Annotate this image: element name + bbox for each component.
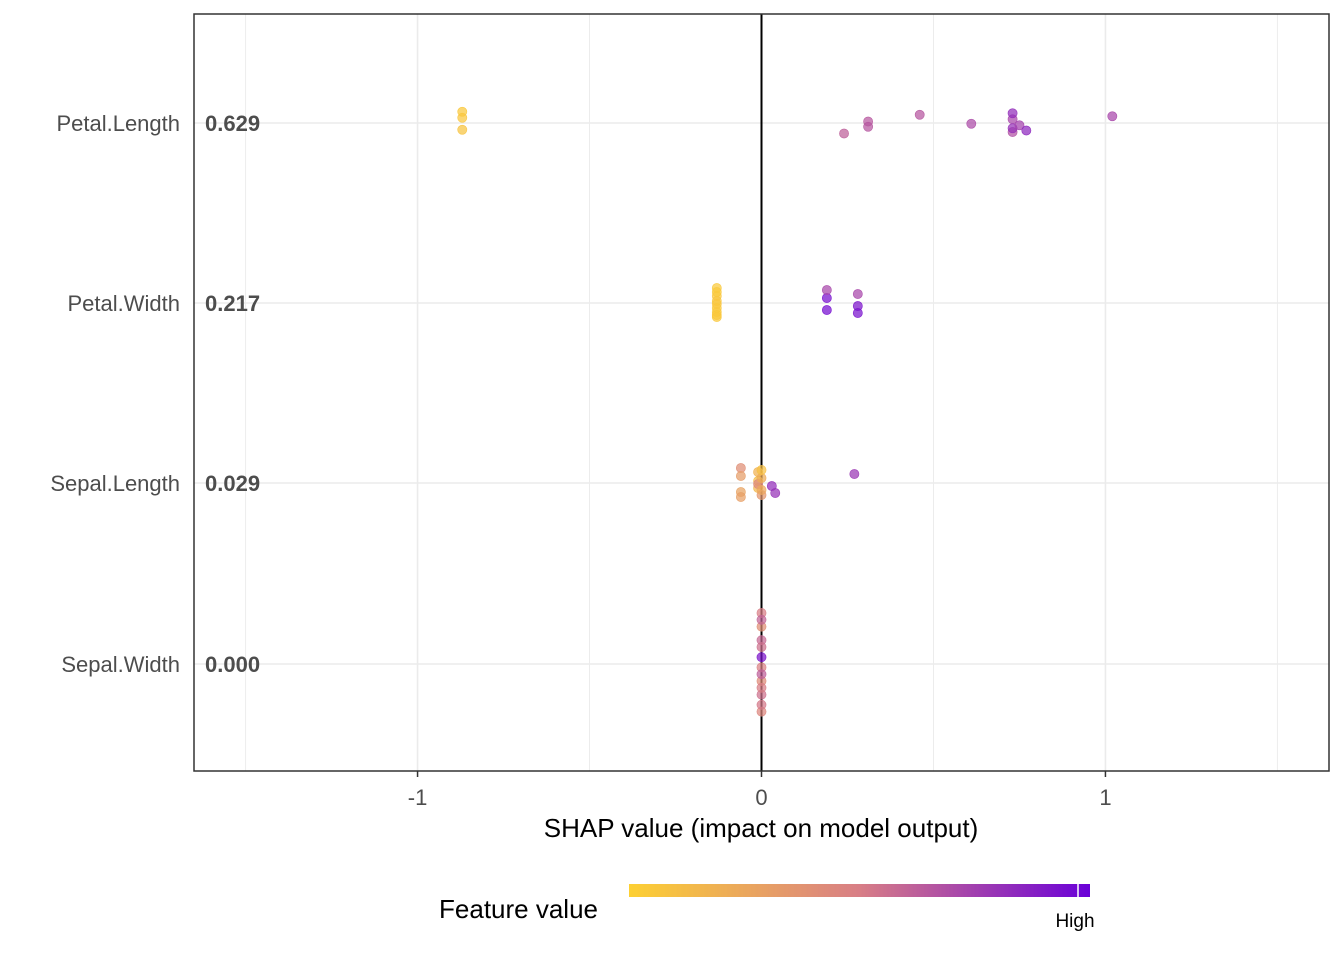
- shap-point: [756, 642, 767, 652]
- x-tick-label: -1: [408, 785, 428, 810]
- feature-name-label: Sepal.Width: [61, 652, 180, 677]
- shap-point: [1007, 108, 1018, 119]
- feature-name-label: Petal.Length: [56, 111, 180, 136]
- shap-point: [711, 299, 722, 309]
- shap-point: [863, 121, 874, 132]
- shap-point: [1107, 111, 1118, 122]
- shap-point: [457, 124, 468, 135]
- shap-point: [756, 614, 767, 625]
- x-axis-ticks: -1 0 1: [408, 771, 1112, 810]
- legend: Feature value High: [439, 884, 1095, 932]
- shap-point: [849, 469, 860, 479]
- feature-importance-label: 0.629: [205, 111, 260, 136]
- shap-point: [756, 669, 767, 680]
- legend-colorbar: [629, 884, 1090, 897]
- feature-importance-label: 0.217: [205, 291, 260, 316]
- shap-point: [735, 492, 746, 502]
- shap-point: [852, 289, 863, 299]
- shap-point: [966, 118, 977, 129]
- legend-title: Feature value: [439, 894, 598, 924]
- shap-point: [839, 128, 849, 139]
- shap-point: [821, 285, 832, 295]
- feature-name-label: Sepal.Length: [50, 471, 180, 496]
- x-axis-title: SHAP value (impact on model output): [544, 813, 979, 843]
- x-tick-label: 1: [1099, 785, 1111, 810]
- shap-point: [756, 699, 767, 710]
- shap-point: [821, 305, 832, 315]
- feature-labels: Petal.Length 0.629 Petal.Width 0.217 Sepal.L…: [50, 111, 260, 677]
- shap-point: [457, 112, 468, 123]
- shap-point: [756, 682, 767, 693]
- shap-point: [735, 471, 746, 481]
- shap-point: [711, 310, 722, 320]
- shap-point: [914, 109, 925, 120]
- x-tick-label: 0: [755, 785, 767, 810]
- feature-importance-label: 0.000: [205, 652, 260, 677]
- shap-point: [852, 308, 863, 318]
- feature-name-label: Petal.Width: [68, 291, 181, 316]
- feature-importance-label: 0.029: [205, 471, 260, 496]
- legend-high-label: High: [1055, 911, 1094, 932]
- shap-point: [1014, 120, 1025, 131]
- shap-point: [1021, 125, 1032, 136]
- shap-point: [711, 287, 722, 297]
- shap-point: [770, 488, 781, 498]
- points-layer: [457, 106, 1118, 717]
- shap-point: [756, 652, 767, 663]
- shap-point: [756, 485, 767, 495]
- shap-point: [756, 465, 767, 475]
